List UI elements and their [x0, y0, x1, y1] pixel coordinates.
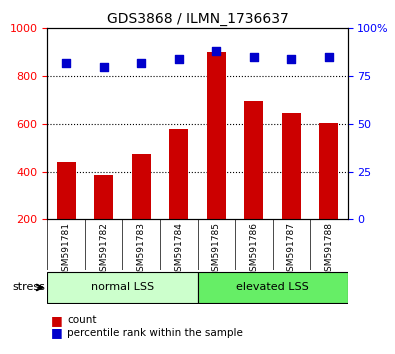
- Text: ■: ■: [51, 326, 63, 339]
- Bar: [207, 52, 226, 219]
- FancyBboxPatch shape: [198, 272, 348, 303]
- Text: elevated LSS: elevated LSS: [236, 282, 309, 292]
- Point: [138, 60, 145, 65]
- Point: [100, 64, 107, 69]
- Text: normal LSS: normal LSS: [91, 282, 154, 292]
- Bar: [132, 154, 150, 219]
- Point: [213, 48, 220, 54]
- Text: GSM591783: GSM591783: [137, 222, 146, 277]
- Text: ■: ■: [51, 314, 63, 327]
- Text: count: count: [67, 315, 97, 325]
- Text: GSM591781: GSM591781: [62, 222, 71, 277]
- Point: [288, 56, 295, 62]
- Title: GDS3868 / ILMN_1736637: GDS3868 / ILMN_1736637: [107, 12, 288, 26]
- Point: [63, 60, 70, 65]
- Text: percentile rank within the sample: percentile rank within the sample: [67, 328, 243, 338]
- Bar: [282, 113, 301, 219]
- Bar: [169, 129, 188, 219]
- Point: [251, 54, 257, 60]
- Point: [175, 56, 182, 62]
- Bar: [320, 123, 338, 219]
- Text: GSM591782: GSM591782: [99, 222, 108, 277]
- Text: GSM591786: GSM591786: [249, 222, 258, 277]
- Bar: [94, 175, 113, 219]
- Text: GSM591785: GSM591785: [212, 222, 221, 277]
- FancyBboxPatch shape: [47, 272, 198, 303]
- Text: GSM591784: GSM591784: [174, 222, 183, 277]
- Text: stress: stress: [13, 282, 45, 292]
- Text: GSM591787: GSM591787: [287, 222, 296, 277]
- Point: [326, 54, 332, 60]
- Text: GSM591788: GSM591788: [324, 222, 333, 277]
- Bar: [245, 101, 263, 219]
- Bar: [57, 162, 75, 219]
